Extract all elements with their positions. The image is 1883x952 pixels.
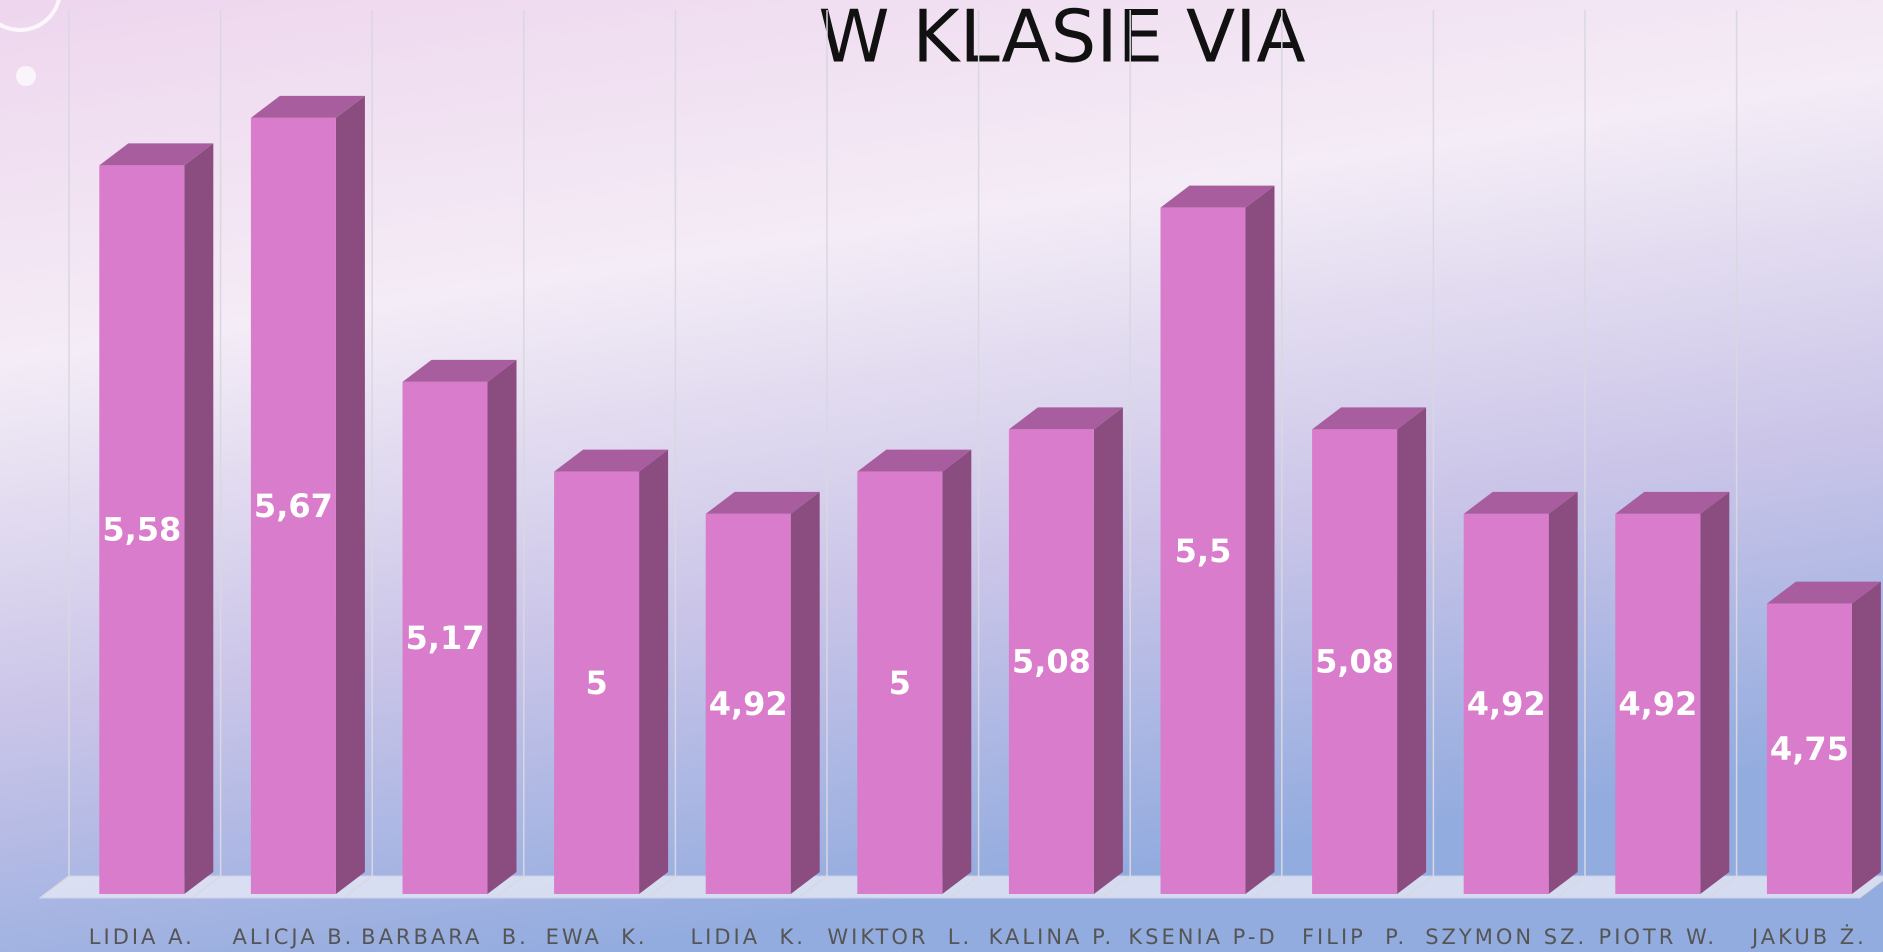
bar [857, 471, 943, 894]
bar-top [1766, 581, 1881, 604]
bar [402, 381, 488, 895]
floor-divider [191, 875, 222, 899]
x-tick-label: SZYMON SZ. [1425, 925, 1587, 949]
bar [1463, 513, 1549, 894]
floor-divider [1555, 875, 1586, 899]
x-tick-label: FILIP P. [1302, 925, 1407, 949]
x-tick-label: ALICJA B. [232, 925, 354, 949]
bar [1312, 429, 1398, 894]
bar-side [1397, 407, 1427, 894]
bar-top [1312, 407, 1427, 430]
x-tick-label: WIKTOR L. [827, 925, 972, 949]
bar-top [554, 449, 669, 472]
x-tick-label: PIOTR W. [1599, 925, 1718, 949]
bar [99, 165, 185, 895]
bar [1615, 513, 1701, 894]
x-tick-label: LIDIA A. [89, 925, 195, 949]
floor-divider [494, 875, 525, 899]
value-label: 5 [889, 664, 911, 702]
floor-divider [645, 875, 676, 899]
bar [1766, 603, 1852, 894]
value-label: 4,92 [1467, 685, 1546, 723]
value-label: 5,17 [406, 619, 485, 657]
floor-divider [1707, 875, 1738, 899]
bar [250, 117, 336, 895]
floor-divider [949, 875, 980, 899]
floor-divider [1403, 875, 1434, 899]
bar-side [942, 449, 972, 894]
x-tick-label: EWA K. [546, 925, 648, 949]
bar-side [1093, 407, 1123, 894]
x-tick-label: KALINA P. [989, 925, 1114, 949]
floor-divider [1252, 875, 1283, 899]
value-label: 5,58 [102, 511, 181, 549]
floor-divider [797, 875, 828, 899]
bar-top [857, 449, 972, 472]
bar-side [639, 449, 669, 894]
bar-side [790, 491, 820, 894]
bubble [0, 0, 61, 32]
bubble [16, 66, 36, 86]
bar-side [487, 359, 517, 895]
value-label: 5,08 [1315, 643, 1394, 681]
value-label: 4,92 [1618, 685, 1697, 723]
floor-divider [1100, 875, 1131, 899]
x-tick-label: JAKUB Ż. [1750, 924, 1867, 949]
bar-top [1615, 491, 1730, 514]
bar-side [1851, 581, 1881, 894]
bar-top [1008, 407, 1123, 430]
value-label: 5,67 [254, 487, 333, 525]
bar [705, 513, 791, 894]
floor-divider [342, 875, 373, 899]
floor-divider [39, 875, 70, 899]
bar-side [1700, 491, 1730, 894]
chart-title: W KLASIE VIA [818, 0, 1305, 79]
bar-side [335, 95, 365, 895]
bar-top [1463, 491, 1578, 514]
bar-side [1548, 491, 1578, 894]
floor-divider [1858, 879, 1883, 899]
bar-side [184, 143, 214, 895]
x-tick-label: BARBARA B. [361, 925, 529, 949]
bar-side [1245, 185, 1275, 895]
bar-top [250, 95, 365, 118]
bar-top [402, 359, 517, 382]
value-label: 4,75 [1770, 730, 1849, 768]
value-label: 5 [585, 664, 607, 702]
value-label: 5,08 [1012, 643, 1091, 681]
bar-top [705, 491, 820, 514]
value-label: 5,5 [1175, 532, 1232, 570]
bar-top [1160, 185, 1275, 208]
bar [1160, 207, 1246, 895]
x-tick-label: LIDIA K. [690, 925, 805, 949]
bar [1008, 429, 1094, 894]
bar-top [99, 143, 214, 166]
value-label: 4,92 [709, 685, 788, 723]
x-tick-label: KSENIA P-D [1128, 925, 1277, 949]
bar [554, 471, 640, 894]
